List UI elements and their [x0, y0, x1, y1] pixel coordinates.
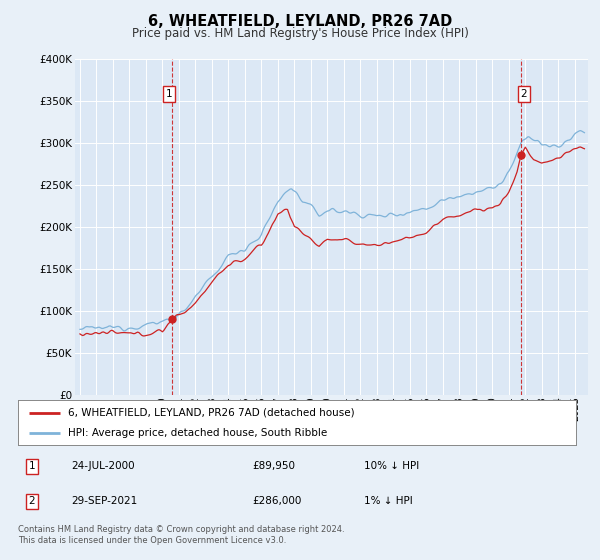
Text: 1: 1 — [29, 461, 35, 471]
Text: Price paid vs. HM Land Registry's House Price Index (HPI): Price paid vs. HM Land Registry's House … — [131, 27, 469, 40]
Text: 29-SEP-2021: 29-SEP-2021 — [71, 496, 137, 506]
Text: 6, WHEATFIELD, LEYLAND, PR26 7AD (detached house): 6, WHEATFIELD, LEYLAND, PR26 7AD (detach… — [68, 408, 355, 418]
Text: 6, WHEATFIELD, LEYLAND, PR26 7AD: 6, WHEATFIELD, LEYLAND, PR26 7AD — [148, 14, 452, 29]
Text: Contains HM Land Registry data © Crown copyright and database right 2024.
This d: Contains HM Land Registry data © Crown c… — [18, 525, 344, 545]
Text: 24-JUL-2000: 24-JUL-2000 — [71, 461, 134, 471]
Text: £286,000: £286,000 — [253, 496, 302, 506]
Text: 1% ↓ HPI: 1% ↓ HPI — [364, 496, 413, 506]
Text: £89,950: £89,950 — [253, 461, 295, 471]
Text: 2: 2 — [520, 89, 527, 99]
Text: 2: 2 — [29, 496, 35, 506]
Text: HPI: Average price, detached house, South Ribble: HPI: Average price, detached house, Sout… — [68, 428, 328, 438]
Text: 1: 1 — [166, 89, 172, 99]
Text: 10% ↓ HPI: 10% ↓ HPI — [364, 461, 419, 471]
